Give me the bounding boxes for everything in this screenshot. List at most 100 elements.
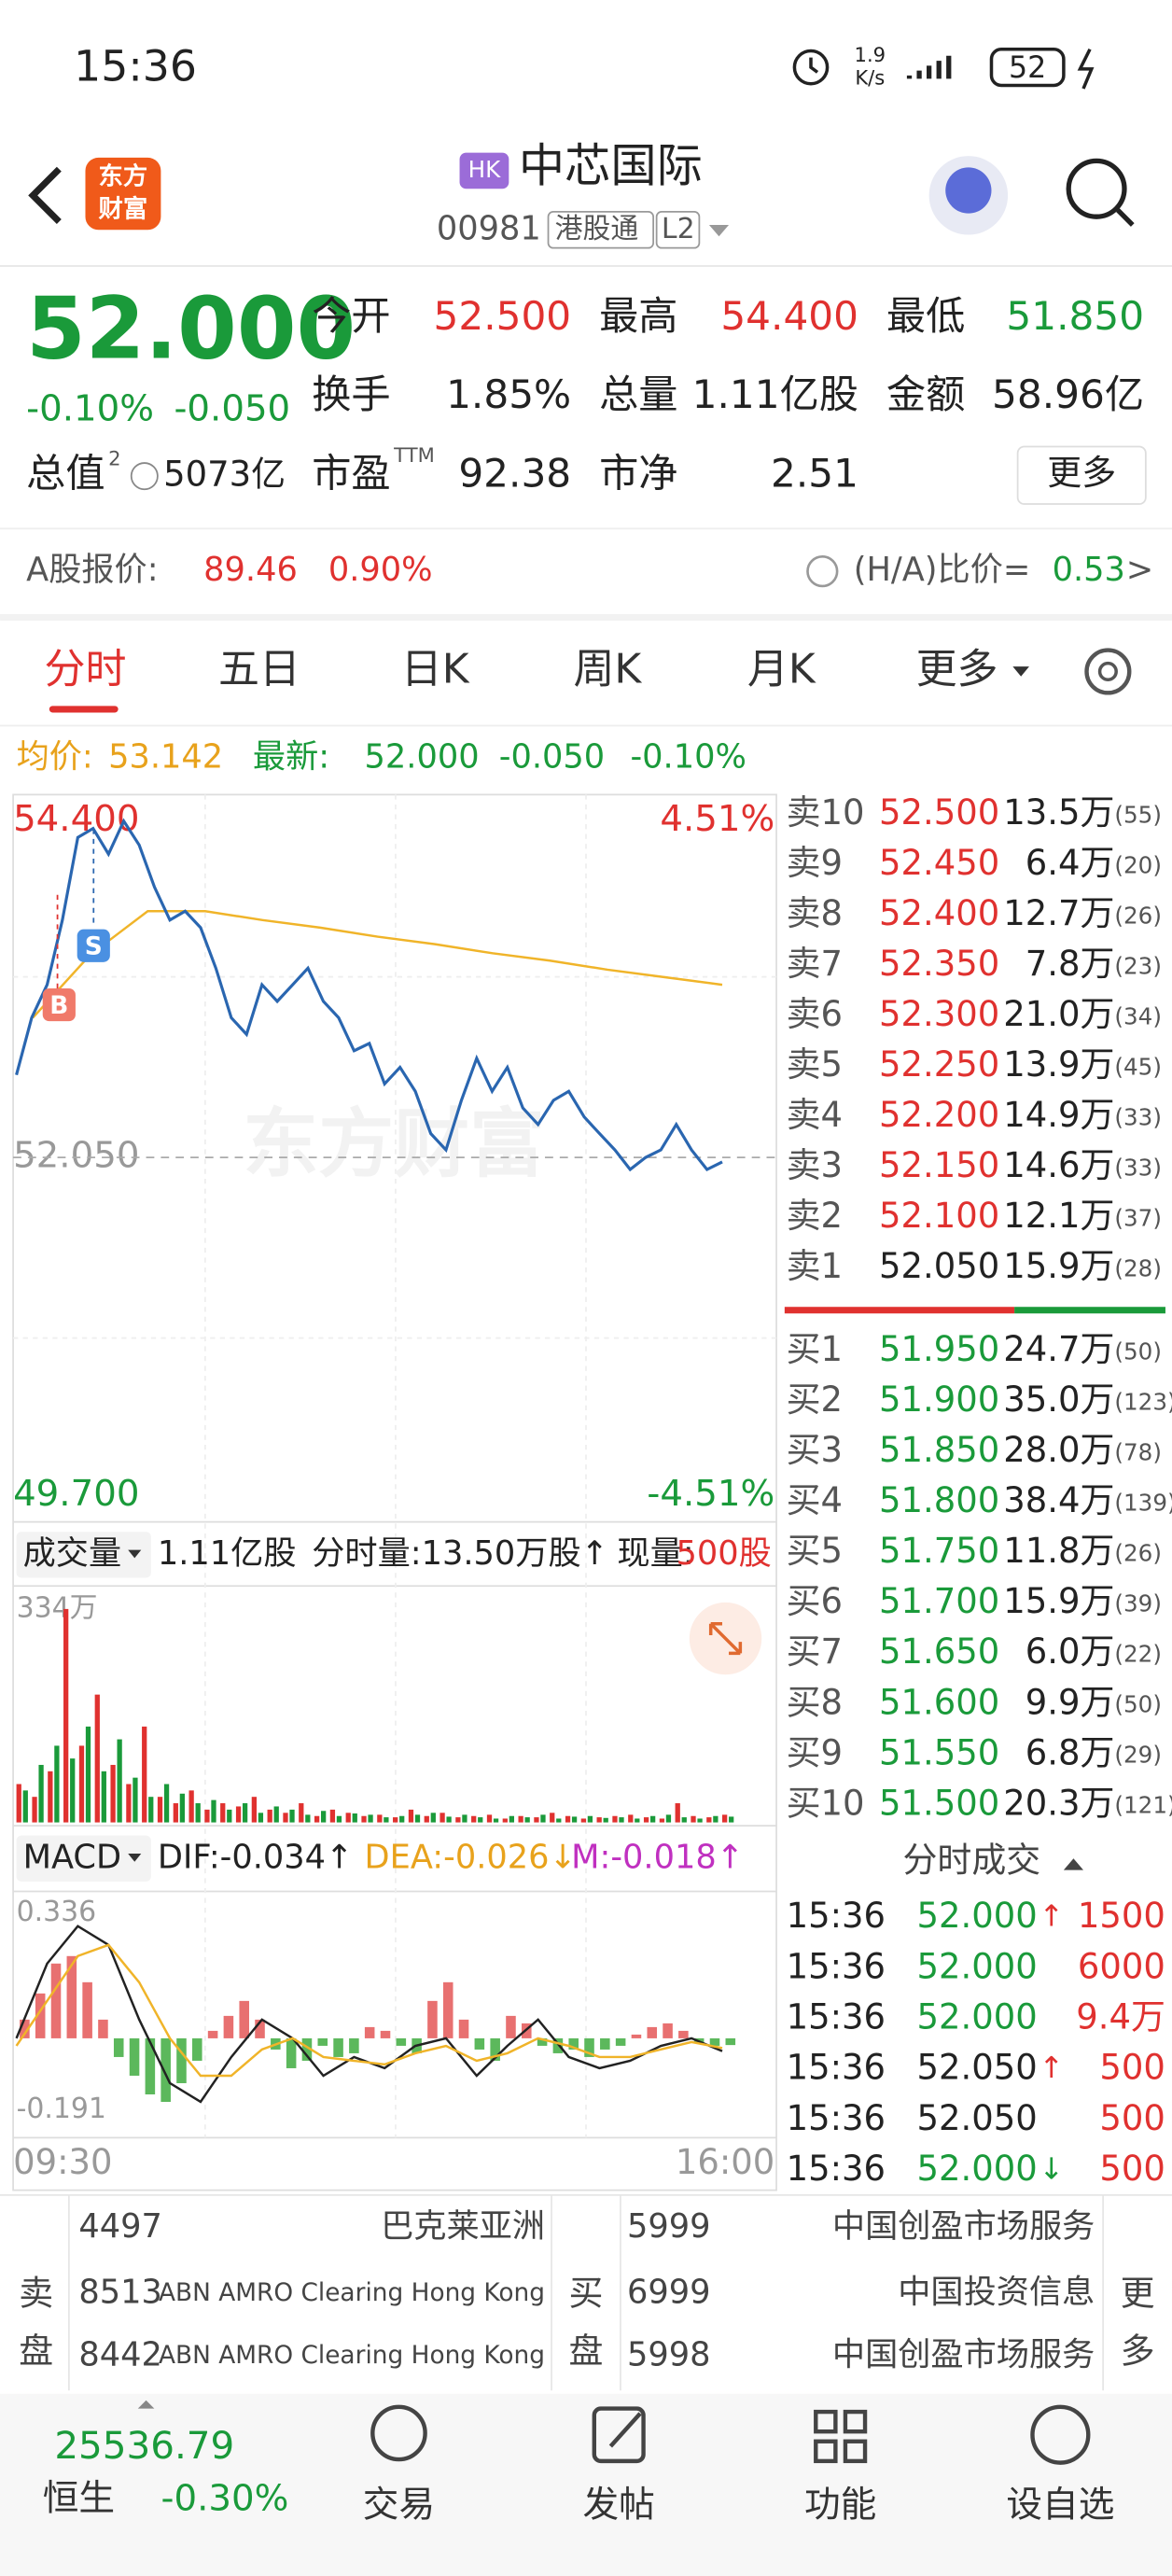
broker-name: 中国创盈市场服务 [832,2207,1095,2246]
avg-label: 均价: [17,738,93,777]
index-value[interactable]: 25536.79 [54,2423,234,2468]
book-price: 51.950 [879,1329,999,1369]
tab[interactable]: 周K [573,645,642,693]
tab[interactable]: 分时 [45,645,127,693]
book-count: (37) [1114,1204,1162,1231]
last: 52.000 [365,738,480,777]
volume-bar-down [603,1817,608,1823]
tab[interactable]: 五日 [218,645,300,693]
volume-bar-up [691,1815,696,1823]
volume-bar-up [251,1797,258,1823]
volume-bar-up [424,1815,429,1823]
field-label: 今开 [312,293,390,339]
volume-bar-up [393,1817,398,1823]
tag: 港股通 [555,213,639,245]
book-label: 买10 [787,1783,865,1823]
volume-bar-down [635,1818,640,1823]
trade-volume: 500 [1099,2149,1165,2189]
field-label: 最高 [599,293,677,339]
book-price: 51.600 [879,1682,999,1722]
ratio-label: (H/A)比价= [854,551,1031,589]
trade-price: 52.000 [916,2149,1037,2189]
trades-title[interactable]: 分时成交 [903,1840,1041,1880]
book-volume: 12.1万 [1003,1196,1114,1236]
more-button[interactable] [1016,445,1147,505]
volume-bar-down [384,1817,389,1823]
nav-item[interactable]: 交易 [363,2485,435,2527]
volume-bar-up [440,1813,445,1823]
volume-bar-up [16,1784,21,1823]
nav-item[interactable]: 设自选 [1006,2485,1114,2527]
volume-bar-down [242,1803,248,1823]
broker-more[interactable]: 多 [1121,2331,1155,2371]
book-label: 卖10 [787,792,865,833]
book-price: 52.050 [879,1246,999,1286]
tab[interactable]: 日K [401,645,470,693]
volume-bar-up [377,1814,383,1823]
sell-marker-text: S [85,932,103,960]
volume-bar-down [430,1813,436,1823]
trade-time: 15:36 [787,2098,886,2138]
book-volume: 14.6万 [1003,1145,1114,1185]
stock-code: 00981 [437,209,541,247]
macd-bar [584,2037,594,2057]
volume-bar-down [179,1793,186,1823]
trade-volume: 500 [1099,2098,1165,2138]
book-price: 51.800 [879,1480,999,1520]
back-button[interactable] [28,166,62,224]
book-volume: 21.0万 [1003,994,1114,1034]
change-pct: -0.10% [26,387,154,429]
nav-item[interactable]: 功能 [804,2485,876,2527]
trade-volume: 1500 [1078,1896,1165,1936]
macd-bar [255,2019,265,2038]
field-sup: TTM [393,443,435,467]
macd-bar [427,2000,438,2038]
volume-label[interactable]: 成交量 [23,1534,122,1573]
book-count: (20) [1114,851,1162,878]
nav-item[interactable]: 发帖 [582,2485,654,2527]
volume-bar-down [54,1745,60,1823]
settings-icon[interactable] [1084,648,1132,695]
macd-label[interactable]: MACD [23,1838,121,1876]
tab[interactable]: 月K [747,645,816,693]
tab[interactable]: 更多 [916,645,998,693]
volume-bar-down [619,1817,624,1823]
more-button-text[interactable]: 更多 [1047,453,1116,493]
logo[interactable] [85,157,161,231]
search-button[interactable] [1066,158,1127,219]
macd-bar [20,2019,30,2038]
divider [0,613,1172,621]
help-icon[interactable] [806,555,839,588]
net-speed: 1.9 [855,43,886,66]
volume-total: 1.11亿股 [158,1534,297,1573]
broker-more[interactable]: 更 [1121,2274,1155,2314]
trade-price: 52.000 [916,1946,1037,1986]
pct: -0.10% [630,738,746,777]
volume-bar-down [321,1811,327,1823]
book-label: 买4 [787,1480,843,1520]
volume-bar-up [361,1815,367,1823]
book-count: (29) [1114,1742,1162,1769]
trade-price: 52.050 [916,2098,1037,2138]
broker-side: 卖 [19,2274,53,2314]
dropdown [1012,666,1029,677]
macd-bar [35,1993,46,2038]
volume-bar-down [571,1816,578,1823]
volume-bar-up [722,1814,728,1823]
volume-bar-up [48,1771,53,1823]
macd-bar [207,2030,218,2038]
book-price: 51.650 [879,1631,999,1672]
book-label: 卖5 [787,1044,843,1085]
trade-arrow: ↑ [1039,2051,1065,2085]
volume-bar-down [70,1758,76,1823]
volume-bar-up [455,1817,461,1823]
status-icons [792,48,1095,90]
volume-bar-up [204,1809,210,1823]
net-speed-unit: K/s [855,65,885,89]
macd-bar [98,2019,108,2038]
book-volume: 20.3万 [1003,1783,1114,1823]
broker-id: 6999 [627,2273,711,2311]
book-count: (50) [1114,1691,1162,1718]
bottom-nav [0,2393,1172,2576]
